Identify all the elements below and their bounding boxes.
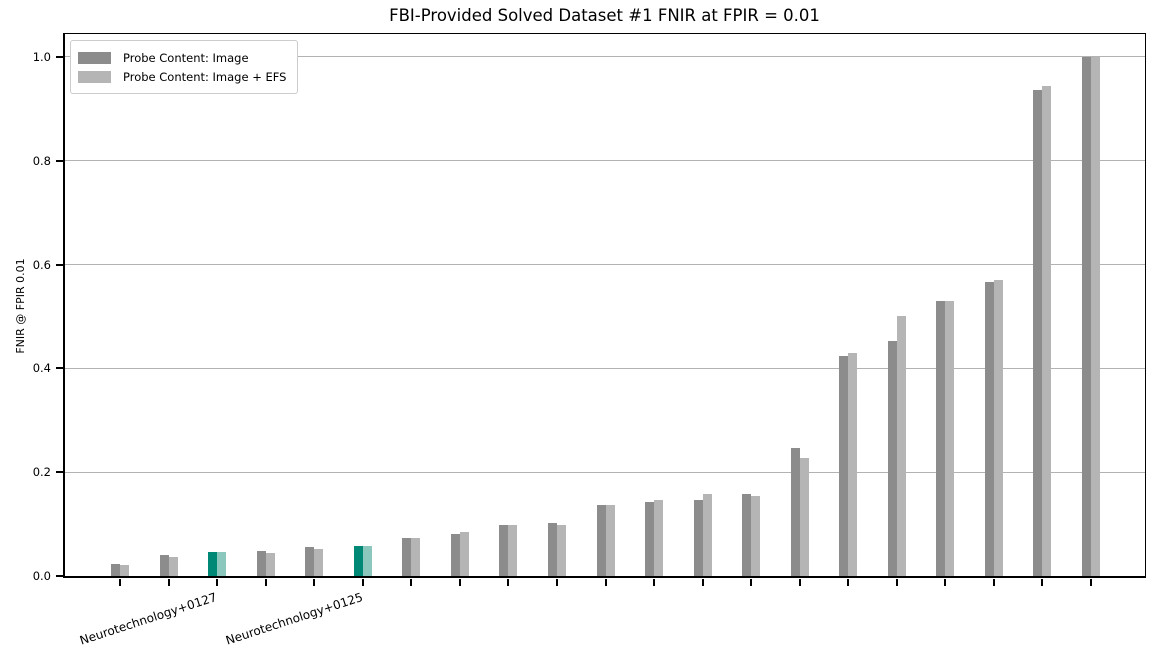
x-axis-tick — [653, 579, 656, 586]
x-axis-tick — [119, 579, 121, 586]
legend-swatch-image-efs — [78, 70, 111, 83]
y-axis-tick-label: 0.8 — [32, 153, 51, 168]
x-axis-tick — [895, 579, 898, 586]
x-axis-tick — [847, 579, 850, 586]
bar-image — [256, 550, 266, 576]
x-axis-tick — [361, 579, 364, 586]
bar-image-efs — [993, 279, 1003, 576]
bar-image-efs — [265, 553, 275, 576]
bar-image-efs — [508, 525, 518, 576]
bar-image — [159, 555, 169, 576]
bar-image — [208, 551, 218, 576]
x-axis-tick-label: Neurotechnology+0125 — [223, 590, 365, 648]
bar-image-efs — [168, 557, 178, 576]
bar-image-efs — [702, 494, 712, 576]
x-axis-tick — [313, 579, 316, 586]
legend-item-image: Probe Content: Image — [78, 48, 286, 67]
bar-image — [742, 494, 752, 576]
bar-image — [839, 356, 849, 576]
x-axis-tick — [944, 579, 947, 586]
chart-title: FBI-Provided Solved Dataset #1 FNIR at F… — [389, 6, 820, 25]
bar-image-efs — [848, 353, 858, 576]
gridline — [65, 56, 1145, 58]
bar-image — [693, 499, 703, 576]
bar-image-efs — [605, 504, 615, 576]
x-axis-tick — [992, 579, 995, 586]
bar-image — [499, 525, 509, 576]
x-axis-tick-label: Neurotechnology+0127 — [77, 590, 219, 648]
bar-image-efs — [799, 457, 809, 576]
x-axis-tick — [167, 579, 170, 586]
bar-image — [402, 538, 412, 576]
x-axis-tick — [1090, 579, 1092, 586]
bar-image — [1033, 89, 1043, 576]
bar-image-efs — [217, 551, 227, 576]
x-axis-tick — [410, 579, 413, 586]
x-axis-tick — [264, 579, 267, 586]
bar-image — [790, 448, 800, 576]
y-axis-label: FNIR @ FPIR 0.01 — [14, 258, 27, 354]
y-axis-tick-label: 1.0 — [32, 49, 51, 64]
gridline — [65, 471, 1145, 473]
y-axis-tick — [56, 367, 63, 370]
bar-image-efs — [945, 300, 955, 576]
bar-image — [984, 281, 994, 576]
gridline — [65, 264, 1145, 266]
x-axis-tick — [750, 579, 753, 586]
y-axis-tick-label: 0.2 — [32, 465, 51, 480]
bar-image — [1082, 56, 1091, 576]
bar-image-efs — [362, 545, 372, 576]
y-axis-tick — [56, 159, 63, 162]
bar-image — [887, 340, 897, 576]
gridline — [65, 367, 1145, 369]
y-axis-tick — [56, 471, 63, 474]
bar-image-efs — [751, 495, 761, 576]
x-axis-tick — [798, 579, 801, 586]
bar-image-efs — [1091, 56, 1100, 576]
legend-swatch-image — [78, 51, 111, 64]
bar-image-efs — [411, 538, 421, 576]
x-axis-tick — [507, 579, 510, 586]
bar-image-efs — [314, 549, 324, 576]
bar-image-efs — [120, 564, 129, 576]
bar-image — [111, 564, 120, 576]
y-axis-tick-label: 0.4 — [32, 361, 51, 376]
legend: Probe Content: Image Probe Content: Imag… — [70, 40, 299, 94]
bar-image — [645, 502, 655, 576]
bar-image-efs — [459, 531, 469, 576]
bar-image — [936, 300, 946, 576]
plot-area: Probe Content: Image Probe Content: Imag… — [33, 33, 1146, 648]
y-axis-tick — [56, 55, 63, 58]
bar-image — [353, 545, 363, 576]
x-axis-tick — [604, 579, 607, 586]
x-axis-tick — [555, 579, 558, 586]
bar-image — [450, 534, 460, 576]
gridline — [65, 160, 1145, 162]
x-axis-tick — [701, 579, 704, 586]
bar-image-efs — [896, 316, 906, 576]
bar-image-efs — [654, 500, 664, 576]
legend-label-image: Probe Content: Image — [123, 50, 249, 65]
x-axis-tick — [216, 579, 219, 586]
bar-image — [596, 504, 606, 576]
bar-image — [305, 547, 315, 576]
bar-image-efs — [556, 525, 566, 576]
x-axis-tick — [458, 579, 461, 586]
legend-label-image-efs: Probe Content: Image + EFS — [123, 69, 287, 84]
y-axis-tick — [56, 575, 63, 577]
bar-image-efs — [1042, 85, 1052, 576]
y-axis-tick-label: 0.0 — [32, 569, 51, 583]
legend-item-image-efs: Probe Content: Image + EFS — [78, 67, 286, 86]
y-axis-tick-label: 0.6 — [32, 257, 51, 272]
y-axis-tick — [56, 263, 63, 266]
x-axis-tick — [1041, 579, 1044, 586]
bar-image — [547, 523, 557, 576]
